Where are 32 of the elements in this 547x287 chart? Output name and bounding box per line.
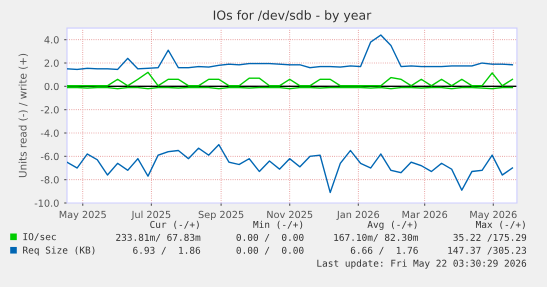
text: Avg (-/+): [367, 220, 416, 230]
y-tick-label: -4.0: [40, 129, 59, 137]
legend-label: IO/sec: [23, 233, 56, 241]
y-tick-label: -2.0: [40, 106, 59, 114]
x-tick-label: May 2025: [60, 210, 106, 220]
y-tick-label: -8.0: [40, 176, 59, 184]
x-tick-label: Sep 2025: [198, 210, 244, 220]
x-tick-label: Jan 2026: [336, 210, 380, 220]
text: Cur (-/+): [150, 220, 199, 230]
x-tick-label: Mar 2026: [402, 210, 448, 218]
text: 35.22 /175.29: [453, 234, 526, 242]
text: Max (-/+): [476, 220, 525, 230]
y-tick-label: 4.0: [44, 36, 59, 44]
text: 6.93 / 1.86: [133, 246, 200, 255]
y-tick-label: -10.0: [34, 199, 59, 207]
x-tick-label: Nov 2025: [267, 210, 312, 218]
text: 147.37 /305.23: [448, 246, 526, 255]
text: Min (-/+): [253, 220, 302, 230]
text: 0.00 / 0.00: [236, 234, 304, 242]
x-tick-label: Jul 2025: [131, 210, 170, 220]
text: 0.00 / 0.00: [236, 246, 304, 255]
x-tick-label: May 2026: [470, 210, 517, 220]
text: 167.10m/ 82.30m: [334, 234, 418, 242]
text: 233.81m/ 67.83m: [116, 234, 200, 242]
text: 6.66 / 1.76: [350, 246, 418, 255]
y-tick-label: -6.0: [40, 152, 59, 160]
legend-label: Req Size (KB): [23, 246, 94, 256]
chart-title: IOs for /dev/sdb - by year: [214, 10, 372, 22]
y-tick-label: 0.0: [44, 82, 59, 90]
text: Last update: Fri May 22 03:30:29 2026: [317, 259, 526, 269]
y-tick-label: 2.0: [44, 59, 59, 67]
y-axis-title: Units read (-) / write (+): [18, 54, 28, 178]
